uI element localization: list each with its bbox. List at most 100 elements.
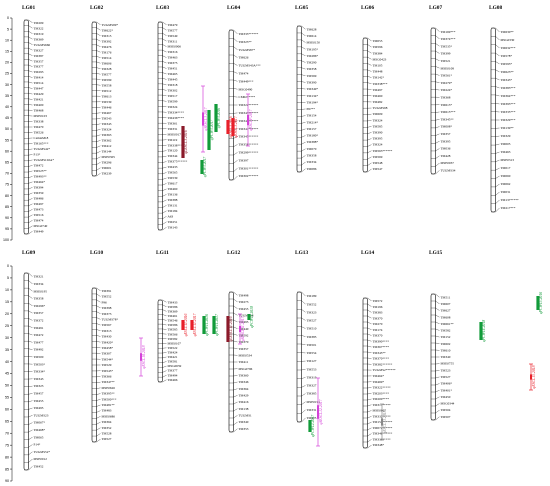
marker-label: TM483 [102, 409, 112, 413]
marker-label: MSE0107 [168, 341, 182, 345]
marker-label: TM345****** [239, 135, 259, 139]
marker-connector [367, 63, 372, 66]
marker-connector [28, 310, 33, 314]
marker-label: TM527 [441, 375, 451, 379]
marker-connector [233, 340, 238, 343]
marker-connector [233, 144, 238, 147]
marker-connector [28, 154, 33, 156]
marker-label: TM622* [102, 28, 114, 32]
marker-label: TM429 [34, 92, 44, 96]
marker-connector [162, 55, 167, 58]
qtl-label: qPCW12.2017 [311, 414, 315, 437]
marker-connector [28, 176, 33, 178]
qtl-bar [226, 120, 230, 134]
marker-label: TM370 [239, 340, 249, 344]
marker-label: TM377 [34, 65, 44, 69]
qtl-bar [202, 316, 206, 334]
marker-label: TM209 [34, 21, 44, 25]
marker-label: TM239 [102, 171, 112, 175]
marker-connector [28, 272, 33, 277]
marker-label: TM543 [102, 116, 112, 120]
marker-label: TM390 [307, 81, 317, 85]
marker-connector [162, 33, 167, 36]
marker-connector [96, 84, 101, 86]
marker-connector [28, 444, 33, 448]
marker-label: TM582 [441, 329, 451, 333]
marker-connector [28, 400, 33, 402]
marker-connector [96, 67, 101, 69]
marker-label: TM390 [373, 131, 383, 135]
qtl-label: qPCW11.2016 [205, 314, 209, 336]
marker-label: TM345** [441, 117, 455, 121]
marker-label: TM388 [168, 198, 178, 202]
marker-connector [28, 36, 33, 40]
marker-label: TM569 [307, 74, 317, 78]
linkage-group-title: LG13 [295, 250, 308, 256]
marker-label: TM367**** [373, 345, 390, 349]
marker-connector [301, 401, 306, 405]
marker-connector [301, 300, 306, 305]
marker-label: TM338*** [373, 82, 388, 86]
marker-label: TM477 [34, 340, 44, 344]
marker-label: TM299****** [239, 150, 259, 154]
marker-connector [435, 314, 440, 318]
marker-label: TM596 [373, 45, 383, 49]
marker-connector [435, 73, 440, 76]
marker-label: TM343 [34, 377, 44, 381]
qtl-bar [536, 296, 540, 310]
cm-tick-label: 75 [5, 443, 9, 447]
marker-label: TM472 [34, 164, 44, 168]
marker-label: TM572 [373, 299, 383, 303]
marker-connector [367, 433, 372, 437]
marker-label: TM601 [102, 166, 112, 170]
marker-label: TM491 [34, 326, 44, 330]
marker-label: TM473 [34, 207, 44, 211]
marker-connector [495, 135, 500, 137]
marker-connector [96, 299, 101, 303]
marker-label: TM547 [373, 167, 383, 171]
marker-connector [367, 427, 372, 431]
marker-label: TM346 [239, 380, 249, 384]
cm-tick-label: 60 [5, 149, 9, 153]
marker-label: TM334 [34, 282, 44, 286]
marker-label: MSE0313 [501, 158, 515, 162]
marker-connector [301, 122, 306, 124]
marker-label: MSE0017 [168, 132, 182, 136]
marker-label: TM359 [34, 191, 44, 195]
marker-label: TM144 [102, 149, 112, 153]
marker-label: TM195* [307, 47, 319, 51]
qtl-interval: qSESCL11.2017 [238, 313, 245, 345]
marker-connector [301, 39, 306, 43]
marker-label: TM349* [307, 87, 319, 91]
marker-connector [233, 160, 238, 164]
marker-connector [435, 383, 440, 386]
marker-connector [96, 112, 101, 114]
marker-connector [367, 44, 372, 48]
marker-label: TM224* [441, 88, 453, 92]
marker-connector [28, 280, 33, 285]
linkage-group-title: LG03 [156, 5, 169, 11]
marker-label: MSE0006 [168, 45, 182, 49]
qtl-interval: qPCW14.2018 [479, 320, 486, 342]
marker-connector [367, 357, 372, 359]
marker-connector [435, 35, 440, 40]
marker-connector [162, 78, 167, 80]
qtl-label: qPCW3.2016 [217, 108, 221, 128]
marker-connector [162, 194, 167, 197]
cm-axis: 0 5 10 15 20 25 30 35 40 45 50 55 60 65 70 75 80 85 90 95 10… [3, 16, 13, 242]
marker-label: TM558 [102, 83, 112, 87]
marker-label: TM528 [102, 432, 112, 436]
marker-label: TM383*** [501, 86, 516, 90]
marker-label: MSE0012 [34, 457, 48, 461]
cm-tick-label: 35 [5, 348, 9, 352]
marker-label: TM368 [441, 95, 451, 99]
marker-label: TM585 [168, 328, 178, 332]
marker-label: TM507 [441, 415, 451, 419]
chromosome-bar [91, 21, 97, 177]
marker-label: MSG0659 [168, 364, 182, 368]
marker-label: TM370**** [373, 357, 390, 361]
marker-connector [233, 375, 238, 377]
marker-connector [96, 404, 101, 407]
marker-label: TM375 [168, 61, 178, 65]
marker-connector [162, 319, 167, 321]
